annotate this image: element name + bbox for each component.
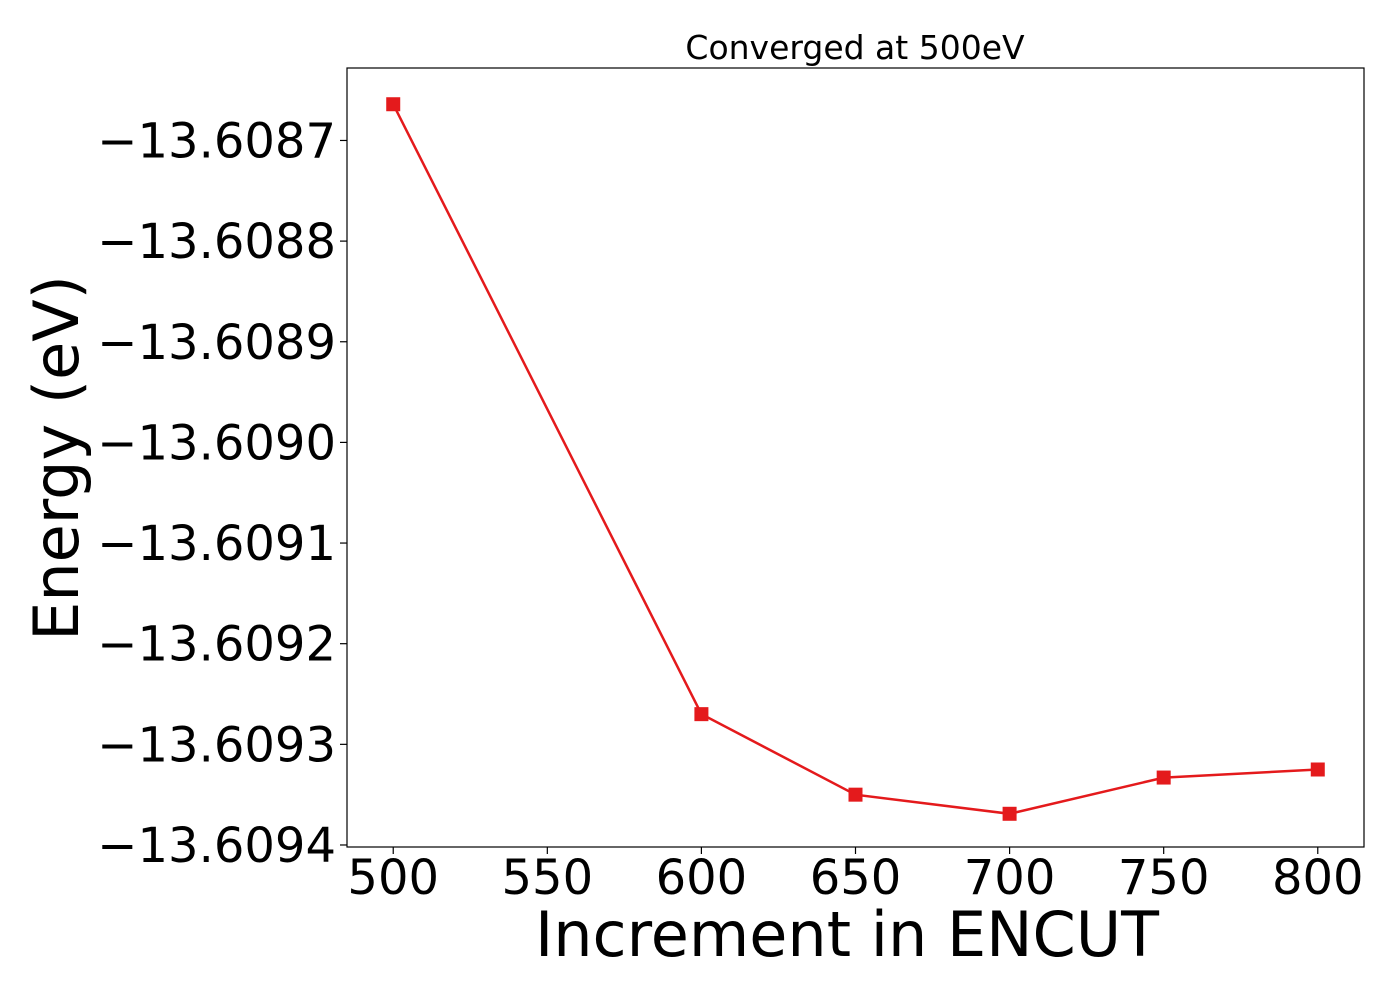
- data-series: [386, 97, 1325, 821]
- y-tick-label: −13.6087: [97, 113, 336, 169]
- data-point-marker: [1310, 762, 1325, 777]
- data-point-marker: [694, 707, 709, 722]
- x-tick-label: 800: [1272, 850, 1364, 906]
- data-point-marker: [1002, 806, 1017, 821]
- x-axis-label: Increment in ENCUT: [535, 898, 1160, 971]
- chart-title: Converged at 500eV: [685, 28, 1025, 67]
- y-tick-label: −13.6088: [97, 214, 336, 270]
- x-axis: 500 550 600 650 700 750 800: [347, 847, 1364, 906]
- x-tick-label: 500: [347, 850, 439, 906]
- y-tick-label: −13.6090: [97, 415, 336, 471]
- y-tick-label: −13.6093: [97, 717, 336, 773]
- x-tick-label: 700: [964, 850, 1056, 906]
- y-axis: −13.6087 −13.6088 −13.6089 −13.6090 −13.6091…: [97, 113, 347, 874]
- y-axis-label: Energy (eV): [20, 275, 93, 641]
- y-tick-label: −13.6094: [97, 818, 336, 874]
- x-tick-label: 550: [502, 850, 594, 906]
- data-point-marker: [386, 97, 401, 112]
- x-tick-label: 600: [656, 850, 748, 906]
- y-tick-label: −13.6091: [97, 516, 336, 572]
- y-tick-label: −13.6089: [97, 315, 336, 371]
- x-tick-label: 750: [1118, 850, 1210, 906]
- data-point-marker: [1156, 770, 1171, 785]
- series-line: [392, 103, 1318, 816]
- y-tick-label: −13.6092: [97, 617, 336, 673]
- x-tick-label: 650: [810, 850, 902, 906]
- plot-area-frame: [346, 67, 1365, 848]
- data-point-marker: [848, 787, 863, 802]
